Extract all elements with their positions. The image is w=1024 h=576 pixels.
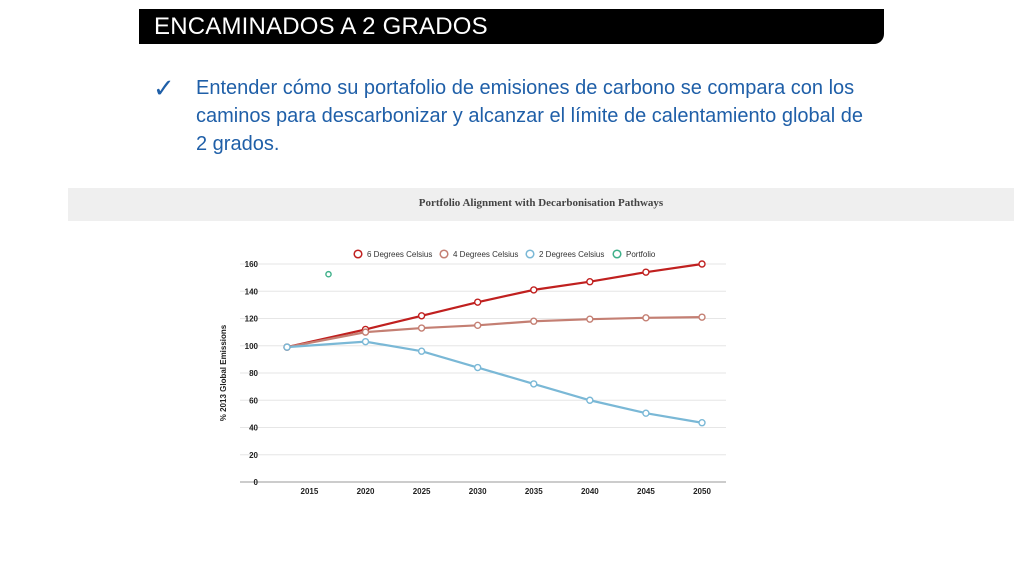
- data-point-6-degrees-celsius: [586, 278, 594, 286]
- data-point-2-degrees-celsius: [283, 343, 291, 351]
- y-tick-label: 100: [245, 342, 259, 351]
- data-point-4-degrees-celsius: [642, 314, 650, 322]
- data-point-4-degrees-celsius: [361, 328, 370, 336]
- legend-marker-2-degrees-celsius: [525, 249, 535, 259]
- check-icon: ✓: [153, 74, 175, 104]
- legend-label-4-degrees-celsius: 4 Degrees Celsius: [453, 250, 518, 259]
- legend-label-2-degrees-celsius: 2 Degrees Celsius: [539, 250, 604, 259]
- data-point-6-degrees-celsius: [642, 268, 650, 276]
- bullet-text: Entender cómo su portafolio de emisiones…: [196, 77, 864, 155]
- legend-marker-6-degrees-celsius: [353, 249, 363, 259]
- data-point-2-degrees-celsius: [417, 347, 426, 355]
- legend-marker-4-degrees-celsius: [439, 249, 449, 259]
- data-point-6-degrees-celsius: [473, 298, 482, 306]
- slide-title-bar: ENCAMINADOS A 2 GRADOS: [139, 9, 884, 44]
- data-point-2-degrees-celsius: [586, 396, 594, 404]
- series-line-2-degrees-celsius: [286, 340, 703, 424]
- x-tick-label: 2035: [525, 487, 543, 496]
- data-point-4-degrees-celsius: [417, 324, 426, 332]
- data-point-2-degrees-celsius: [530, 380, 538, 388]
- legend-label-portfolio: Portfolio: [626, 250, 656, 259]
- legend-label-6-degrees-celsius: 6 Degrees Celsius: [367, 250, 432, 259]
- y-tick-label: 80: [249, 369, 258, 378]
- slide-title: ENCAMINADOS A 2 GRADOS: [154, 13, 488, 40]
- chart-header: Portfolio Alignment with Decarbonisation…: [68, 188, 1014, 221]
- y-tick-label: 0: [254, 478, 259, 487]
- chart-title: Portfolio Alignment with Decarbonisation…: [418, 197, 664, 209]
- data-point-4-degrees-celsius: [473, 321, 482, 330]
- data-point-2-degrees-celsius: [698, 419, 706, 427]
- y-axis-label: % 2013 Global Emissions: [219, 324, 228, 421]
- x-tick-label: 2025: [413, 487, 431, 496]
- data-point-2-degrees-celsius: [642, 409, 650, 417]
- data-point-4-degrees-celsius: [530, 317, 538, 325]
- y-tick-label: 140: [245, 287, 259, 296]
- y-tick-label: 60: [249, 396, 258, 405]
- x-tick-label: 2015: [301, 487, 319, 496]
- data-point-4-degrees-celsius: [698, 313, 706, 321]
- data-point-6-degrees-celsius: [417, 312, 426, 320]
- x-tick-label: 2050: [693, 487, 711, 496]
- data-point-2-degrees-celsius: [473, 363, 482, 372]
- y-tick-label: 120: [245, 315, 259, 324]
- y-tick-label: 160: [245, 260, 259, 269]
- x-tick-label: 2020: [357, 487, 375, 496]
- x-tick-label: 2030: [469, 487, 487, 496]
- series-line-6-degrees-celsius: [286, 262, 703, 349]
- series-line-4-degrees-celsius: [286, 316, 703, 349]
- x-tick-label: 2045: [637, 487, 655, 496]
- data-point-4-degrees-celsius: [586, 315, 594, 323]
- y-tick-label: 40: [249, 424, 258, 433]
- y-tick-label: 20: [249, 451, 258, 460]
- data-point-portfolio: [325, 270, 332, 278]
- x-tick-label: 2040: [581, 487, 599, 496]
- data-point-2-degrees-celsius: [361, 337, 370, 346]
- data-point-6-degrees-celsius: [530, 286, 538, 294]
- legend-marker-portfolio: [612, 249, 622, 259]
- data-point-6-degrees-celsius: [698, 260, 706, 268]
